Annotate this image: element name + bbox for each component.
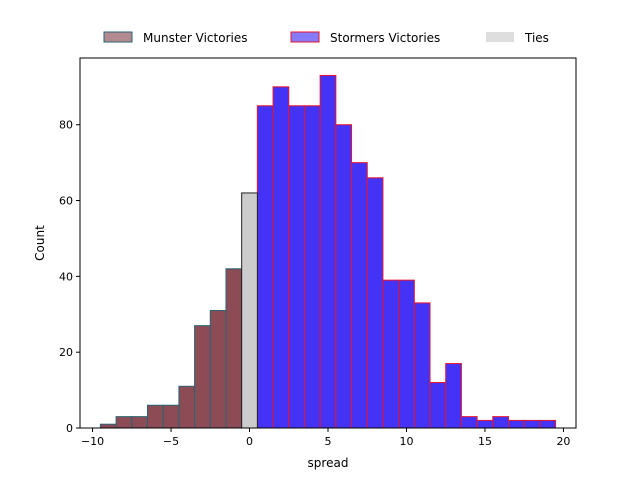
- bar-stormers-victories-14: [476, 419, 494, 429]
- x-tick-label: 5: [325, 435, 332, 448]
- bar-ties-0: [241, 192, 258, 429]
- legend-label-stormers-victories: Stormers Victories: [330, 31, 440, 45]
- bar-munster-victories-5: [178, 385, 196, 429]
- bar-stormers-victories-6: [351, 162, 368, 429]
- bar-stormers-victories-7: [366, 177, 384, 429]
- y-tick-label: 0: [66, 422, 73, 435]
- y-axis-label: Count: [33, 225, 47, 261]
- x-tick-label: 0: [246, 435, 253, 448]
- x-tick-label: −5: [163, 435, 179, 448]
- bar-stormers-victories-4: [319, 74, 337, 429]
- bar-stormers-victories-1: [272, 86, 290, 429]
- bar-munster-victories-0: [99, 423, 117, 429]
- bar-stormers-victories-8: [382, 279, 400, 429]
- y-tick-label: 60: [59, 195, 73, 208]
- y-tick-label: 40: [59, 270, 73, 283]
- legend-swatch-munster-victories: [103, 31, 133, 43]
- bar-stormers-victories-5: [335, 124, 353, 429]
- x-axis-label: spread: [308, 456, 349, 470]
- bar-stormers-victories-3: [303, 105, 321, 429]
- legend-swatch-ties: [486, 32, 514, 42]
- bar-stormers-victories-11: [429, 382, 447, 429]
- bar-stormers-victories-12: [445, 363, 462, 429]
- bar-stormers-victories-15: [492, 416, 510, 429]
- bar-munster-victories-3: [146, 404, 164, 429]
- y-tick-label: 80: [59, 119, 73, 132]
- bar-stormers-victories-18: [539, 419, 557, 429]
- x-axis: −10 −5 0 5 10 15 20: [81, 428, 570, 448]
- legend-swatch-stormers-victories: [290, 31, 320, 43]
- y-tick-label: 20: [59, 346, 73, 359]
- x-tick-label: 20: [556, 435, 570, 448]
- legend: Munster Victories Stormers Victories Ties: [103, 31, 549, 45]
- bar-stormers-victories-2: [288, 105, 305, 429]
- bar-munster-victories-8: [225, 268, 243, 429]
- legend-label-munster-victories: Munster Victories: [143, 31, 247, 45]
- bar-munster-victories-7: [209, 309, 227, 429]
- bar-stormers-victories-17: [523, 419, 541, 429]
- y-axis: 0 20 40 60 80: [59, 119, 80, 435]
- bar-munster-victories-4: [162, 404, 180, 429]
- bar-munster-victories-6: [194, 325, 211, 429]
- bar-stormers-victories-9: [398, 279, 415, 429]
- x-tick-label: 10: [399, 435, 413, 448]
- legend-label-ties: Ties: [524, 31, 549, 45]
- bar-stormers-victories-10: [413, 302, 431, 429]
- x-tick-label: 15: [478, 435, 492, 448]
- bar-stormers-victories-16: [508, 419, 525, 429]
- bar-munster-victories-1: [115, 416, 133, 429]
- bar-munster-victories-2: [131, 416, 148, 429]
- bar-stormers-victories-0: [256, 105, 274, 429]
- bar-stormers-victories-13: [460, 416, 478, 429]
- bars-layer: [99, 74, 557, 429]
- x-tick-label: −10: [81, 435, 104, 448]
